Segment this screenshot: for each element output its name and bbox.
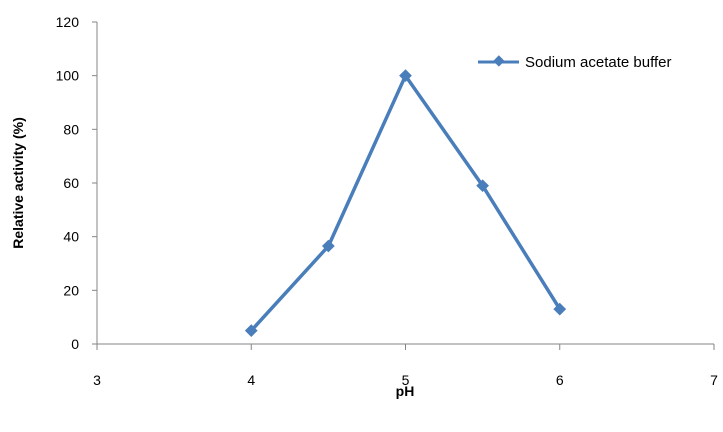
- y-tick-label: 120: [56, 14, 80, 30]
- y-tick-label: 60: [63, 175, 79, 191]
- y-tick-label: 20: [63, 282, 79, 298]
- y-tick-label: 40: [63, 229, 79, 245]
- x-tick-label: 7: [710, 372, 718, 388]
- legend: Sodium acetate buffer: [478, 54, 671, 71]
- y-axis-title: Relative activity (%): [10, 117, 26, 249]
- legend-label: Sodium acetate buffer: [525, 54, 671, 71]
- series-layer: [244, 69, 567, 337]
- x-tick-label: 4: [247, 372, 255, 388]
- x-tick-label: 3: [93, 372, 101, 388]
- y-tick-label: 0: [71, 336, 79, 352]
- legend-swatch-marker: [493, 55, 505, 67]
- data-point-marker: [244, 324, 258, 337]
- series-line: [250, 73, 562, 332]
- data-point-marker: [322, 239, 335, 253]
- y-ticks: 0 20 40 60 80 100 120: [56, 14, 97, 352]
- x-axis-title: pH: [396, 383, 415, 399]
- data-point-marker: [476, 179, 489, 193]
- y-tick-label: 100: [56, 68, 80, 84]
- x-ticks: 3 4 5 6 7: [93, 344, 718, 388]
- x-tick-label: 6: [556, 372, 564, 388]
- x-tick-label: 5: [402, 372, 410, 388]
- data-point-marker: [399, 69, 412, 83]
- y-tick-label: 80: [63, 121, 79, 137]
